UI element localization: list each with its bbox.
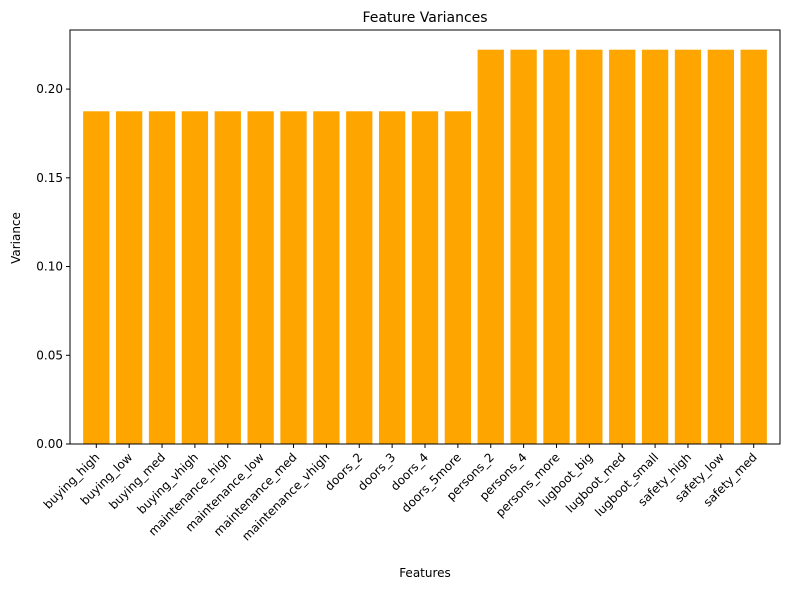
bar-persons_more (543, 49, 570, 444)
bar-safety_high (674, 49, 702, 444)
axes-frame (69, 29, 781, 445)
bar-persons_2 (477, 49, 504, 444)
bar-maintenance_med (280, 111, 307, 444)
plot-area (83, 49, 767, 444)
chart-title: Feature Variances (362, 10, 487, 26)
bar-doors_2 (346, 111, 373, 444)
y-tick-label: 0.20 (36, 82, 63, 96)
bar-maintenance_vhigh (313, 111, 340, 444)
y-tick-label: 0.15 (36, 171, 63, 185)
bar-lugboot_med (609, 49, 636, 444)
x-axis-label: Features (399, 566, 451, 580)
x-tick-label: buying_high (41, 450, 103, 512)
y-axis-label: Variance (9, 212, 23, 264)
bar-buying_low (116, 111, 143, 444)
bar-lugboot_small (641, 49, 669, 444)
y-tick-label: 0.00 (36, 437, 63, 451)
bar-buying_med (148, 111, 176, 444)
bar-buying_high (83, 111, 110, 444)
bar-doors_3 (378, 111, 406, 444)
bar-doors_4 (411, 111, 439, 444)
bar-safety_low (707, 49, 734, 444)
bar-doors_5more (444, 111, 472, 444)
bar-lugboot_big (576, 49, 603, 444)
y-tick-label: 0.10 (36, 260, 63, 274)
bar-buying_vhigh (181, 111, 209, 444)
bar-maintenance_low (247, 111, 274, 444)
bar-safety_med (740, 49, 767, 444)
bar-maintenance_high (214, 111, 241, 444)
bar-persons_4 (510, 49, 537, 444)
y-tick-label: 0.05 (36, 348, 63, 362)
